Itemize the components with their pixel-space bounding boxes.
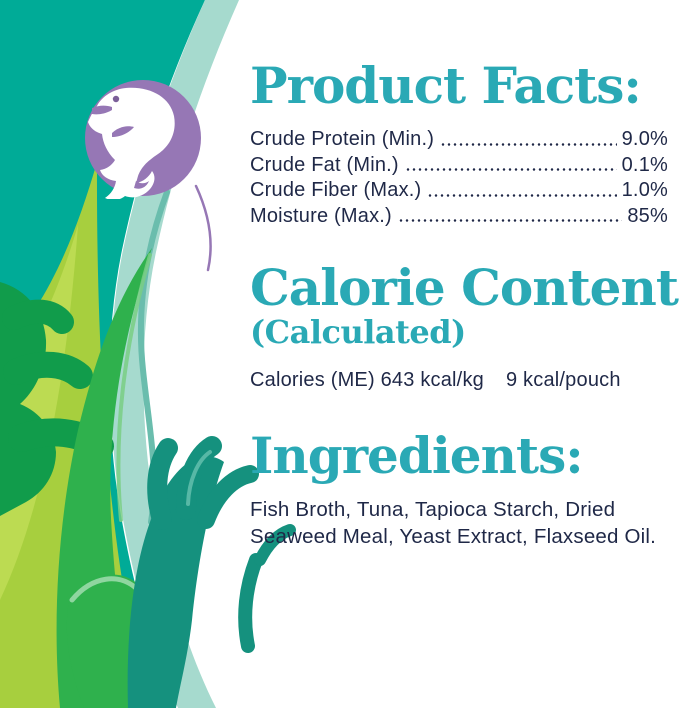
fact-value: 85% <box>627 204 668 227</box>
calculated-subheading: (Calculated) <box>250 313 466 351</box>
seaweed-darkgreen-base <box>0 282 56 516</box>
seaweed-darkteal-finger <box>197 465 259 529</box>
product-facts-heading: Product Facts: <box>250 56 642 115</box>
fact-row: Crude Fat (Min.) 0.1% <box>250 153 668 179</box>
ingredients-text: Fish Broth, Tuna, Tapioca Starch, Dried … <box>250 498 657 548</box>
seaweed-darkteal-finger-highlight <box>186 450 212 506</box>
fact-label: Moisture (Max.) <box>250 204 392 227</box>
calories-per-pouch: 9 kcal/pouch <box>505 369 621 391</box>
fish-fin-notch <box>112 126 134 137</box>
ingredients-heading: Ingredients: <box>250 426 584 485</box>
seaweed-sprig-finger <box>254 524 296 566</box>
calories-per-kg: Calories (ME) 643 kcal/kg <box>250 369 484 391</box>
facts-list: Crude Protein (Min.) 9.0% Crude Fat (Min.)… <box>250 127 668 229</box>
seaweed-green-lobe-highlight <box>69 576 141 603</box>
fish-mouth-notch <box>92 105 112 115</box>
calories-line: Calories (ME) 643 kcal/kg 9 kcal/pouch <box>250 369 621 392</box>
fact-row: Crude Protein (Min.) 9.0% <box>250 127 668 153</box>
fact-value: 9.0% <box>621 128 668 150</box>
fish-badge <box>82 77 204 199</box>
fish-tail-notch <box>134 181 149 189</box>
dotted-leader <box>404 168 617 171</box>
fish-eye <box>112 95 120 103</box>
fish-icon <box>85 80 201 199</box>
label-text-column: Product Facts: Crude Protein (Min.) 9.0% C… <box>250 0 679 708</box>
dotted-leader <box>440 142 617 146</box>
seaweed-sprig <box>238 553 263 653</box>
fact-row: Moisture (Max.) 85% <box>250 204 668 230</box>
purple-stem-line <box>194 184 212 272</box>
fish-body <box>88 87 175 199</box>
fact-label: Crude Fiber (Max.) <box>250 179 422 201</box>
fact-label: Crude Fat (Min.) <box>250 153 399 176</box>
dotted-leader <box>427 193 617 197</box>
fact-row: Crude Fiber (Max.) 1.0% <box>250 178 668 204</box>
fact-label: Crude Protein (Min.) <box>250 128 435 150</box>
dotted-leader <box>397 219 623 222</box>
fact-value: 1.0% <box>621 179 668 201</box>
calorie-content-heading: Calorie Content: <box>250 258 679 317</box>
seaweed-green-blade-highlight <box>116 253 152 522</box>
seaweed-darkgreen-finger <box>3 351 93 389</box>
fact-value: 0.1% <box>621 153 668 176</box>
seaweed-darkgreen-finger <box>2 299 74 334</box>
seaweed-darkteal-finger <box>147 438 178 530</box>
